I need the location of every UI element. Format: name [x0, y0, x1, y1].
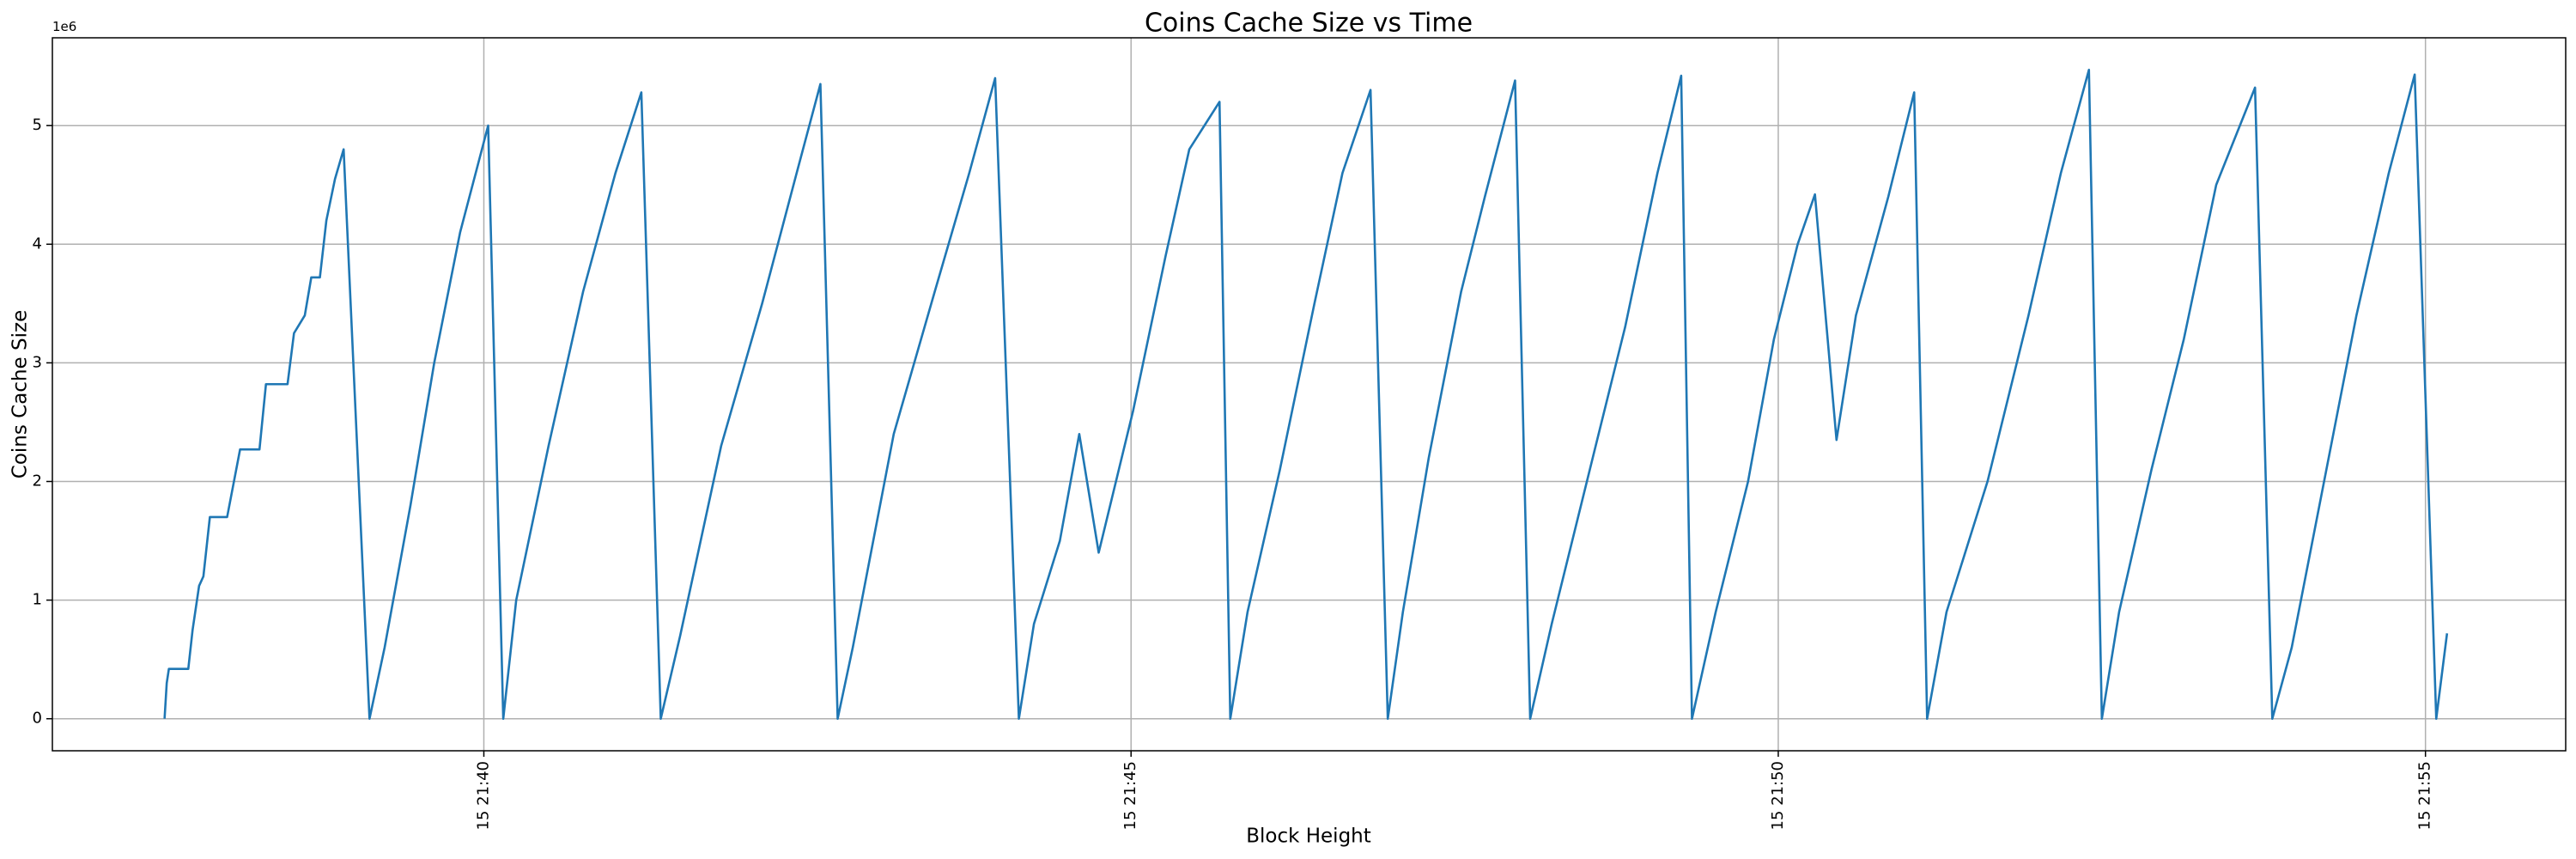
- y-tick-label: 2: [33, 472, 42, 490]
- plot-frame: [52, 37, 2567, 752]
- y-tick-label: 5: [33, 116, 42, 134]
- y-offset-label: 1e6: [52, 19, 76, 34]
- y-tick-label: 0: [33, 710, 42, 728]
- x-tick-label: 15 21:45: [1121, 761, 1139, 831]
- chart-title: Coins Cache Size vs Time: [1145, 9, 1473, 39]
- data-line: [163, 68, 2449, 721]
- y-axis-label: Coins Cache Size: [9, 310, 32, 478]
- x-tick-label: 15 21:50: [1769, 761, 1787, 831]
- x-tick-label: 15 21:40: [474, 761, 492, 831]
- y-tick-label: 4: [33, 235, 42, 253]
- y-tick-label: 3: [33, 353, 42, 371]
- x-tick-label: 15 21:55: [2416, 761, 2434, 831]
- y-tick-label: 1: [33, 591, 42, 609]
- x-axis-label: Block Height: [1246, 825, 1371, 848]
